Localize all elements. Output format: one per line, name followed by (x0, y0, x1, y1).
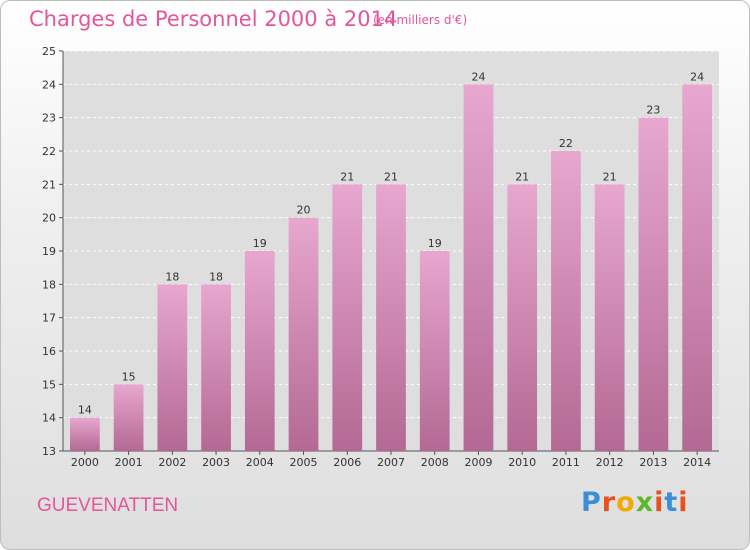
y-tick-label: 17 (42, 312, 56, 325)
logo-letter: t (664, 487, 679, 518)
logo-letter: o (616, 487, 636, 518)
x-tick-label: 2002 (158, 456, 186, 469)
bar (244, 251, 275, 451)
logo-letter: P (581, 487, 602, 518)
y-tick-label: 19 (42, 245, 56, 258)
logo-letter: r (601, 487, 617, 518)
bar-value-label: 24 (690, 70, 704, 83)
logo-letter: x (635, 487, 655, 518)
x-tick-label: 2014 (683, 456, 711, 469)
chart-subtitle: (en milliers d'€) (373, 13, 468, 27)
x-tick-label: 2005 (290, 456, 318, 469)
bar-value-label: 23 (646, 104, 660, 117)
bar (507, 184, 538, 452)
x-tick-label: 2011 (552, 456, 580, 469)
bar-value-label: 24 (471, 70, 485, 83)
bar-value-label: 21 (340, 170, 354, 183)
x-tick-label: 2007 (377, 456, 405, 469)
y-tick-label: 25 (42, 45, 56, 58)
bar-value-label: 20 (297, 204, 311, 217)
x-tick-label: 2008 (421, 456, 449, 469)
y-tick-label: 15 (42, 378, 56, 391)
bar-value-label: 21 (384, 170, 398, 183)
y-tick-label: 13 (42, 445, 56, 458)
bar (594, 184, 625, 452)
bar (682, 84, 713, 451)
bar (201, 284, 231, 451)
bar-value-label: 19 (253, 237, 267, 250)
bar (332, 184, 363, 452)
chart-title: Charges de Personnel 2000 à 2014 (29, 7, 398, 31)
bar (419, 251, 450, 451)
y-tick-label: 18 (42, 278, 56, 291)
proxiti-logo: Proxiti (581, 487, 689, 518)
y-tick-label: 24 (42, 78, 56, 91)
bar-value-label: 18 (165, 270, 179, 283)
bar (113, 384, 144, 451)
logo-letter: i (678, 487, 689, 518)
town-name: GUEVENATTEN (37, 495, 179, 516)
x-tick-label: 2000 (71, 456, 99, 469)
bar-value-label: 21 (515, 170, 529, 183)
x-tick-label: 2003 (202, 456, 230, 469)
bar (551, 151, 581, 451)
x-tick-label: 2006 (333, 456, 361, 469)
y-tick-label: 23 (42, 112, 56, 125)
x-tick-label: 2010 (508, 456, 536, 469)
logo-letter: i (654, 487, 665, 518)
y-tick-label: 16 (42, 345, 56, 358)
x-tick-label: 2013 (639, 456, 667, 469)
bar (463, 84, 494, 451)
y-tick-label: 20 (42, 212, 56, 225)
y-tick-label: 21 (42, 178, 56, 191)
bar-value-label: 19 (428, 237, 442, 250)
x-tick-label: 2009 (464, 456, 492, 469)
bar (376, 184, 406, 452)
y-tick-label: 14 (42, 412, 56, 425)
bar (157, 284, 188, 451)
bar (288, 217, 319, 451)
bar (638, 117, 669, 452)
x-tick-label: 2001 (115, 456, 143, 469)
y-tick-label: 22 (42, 145, 56, 158)
bar-value-label: 18 (209, 270, 223, 283)
bar-value-label: 14 (78, 404, 92, 417)
bar (69, 417, 100, 451)
x-tick-label: 2012 (596, 456, 624, 469)
bar-value-label: 21 (603, 170, 617, 183)
x-tick-label: 2004 (246, 456, 274, 469)
bar-value-label: 15 (122, 370, 136, 383)
bar-value-label: 22 (559, 137, 573, 150)
